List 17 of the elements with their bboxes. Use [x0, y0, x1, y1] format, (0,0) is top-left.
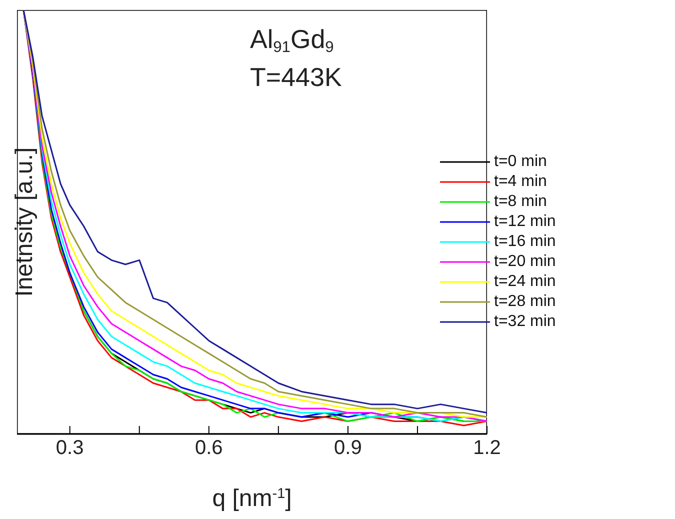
legend-label: t=4 min — [494, 172, 547, 192]
legend-label: t=24 min — [494, 272, 556, 292]
legend-label: t=16 min — [494, 232, 556, 252]
legend-label: t=28 min — [494, 292, 556, 312]
x-tick-label: 0.3 — [56, 437, 84, 460]
y-axis-title: Inetnsity [a.u.] — [11, 147, 38, 297]
x-tick-label: 0.6 — [194, 437, 223, 460]
x-tick-label: 1.2 — [473, 437, 501, 460]
legend-label: t=8 min — [494, 192, 547, 212]
legend-label: t=0 min — [494, 152, 547, 172]
x-axis-title: q [nm$^{-1}$] — [212, 485, 292, 512]
x-tick-label: 0.9 — [334, 437, 362, 460]
annotation: Al$_{91}$Gd$_{9}$ — [250, 24, 334, 56]
legend-label: t=20 min — [494, 252, 556, 272]
annotation: T=443K — [250, 62, 342, 92]
legend-label: t=32 min — [494, 312, 556, 332]
legend-label: t=12 min — [494, 212, 556, 232]
